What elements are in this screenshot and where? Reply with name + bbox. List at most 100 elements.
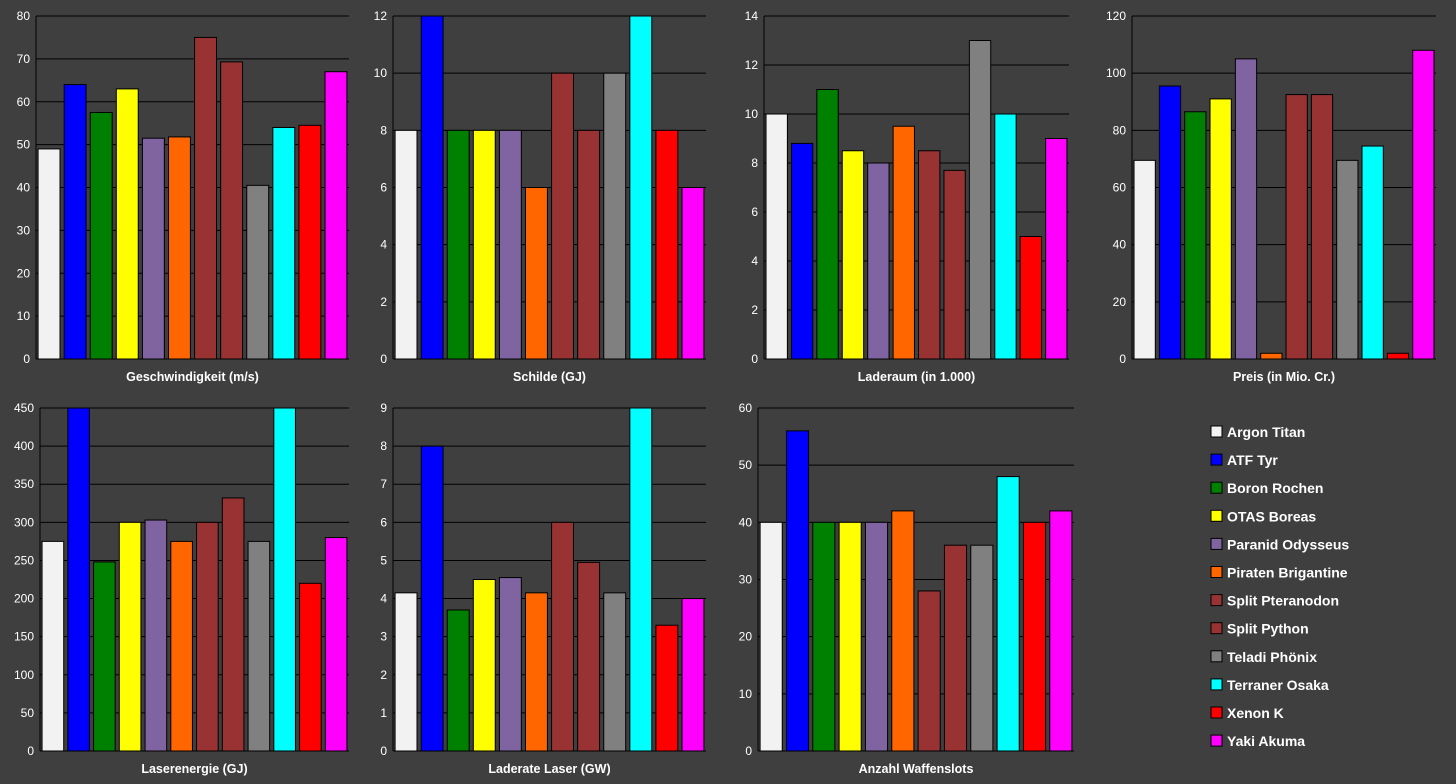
y-tick-label: 80	[1113, 123, 1127, 137]
legend-label-paranid-odysseus: Paranid Odysseus	[1227, 536, 1349, 552]
legend-swatch-split-python	[1210, 622, 1223, 635]
legend-label-piraten-brigantine: Piraten Brigantine	[1227, 565, 1348, 581]
bar-otas-boreas	[1209, 98, 1232, 360]
y-tick-label: 5	[380, 553, 387, 567]
bar-xenon-k	[1386, 352, 1410, 360]
bar-split-pteranodon	[551, 72, 574, 360]
y-tick-label: 4	[380, 238, 387, 252]
bar-yaki-akuma	[1045, 138, 1068, 360]
bar-split-pteranodon	[196, 521, 219, 752]
bar-boron-rochen	[812, 521, 836, 752]
legend-label-terraner-osaka: Terraner Osaka	[1227, 677, 1329, 693]
bar-split-pteranodon	[551, 521, 574, 752]
bar-atf-tyr	[1158, 85, 1182, 360]
bar-paranid-odysseus	[498, 577, 522, 752]
legend-label-xenon-k: Xenon K	[1227, 705, 1284, 721]
y-tick-label: 3	[380, 630, 387, 644]
y-tick-label: 30	[739, 573, 753, 587]
y-tick-label: 0	[23, 352, 30, 366]
bar-split-pteranodon	[917, 590, 941, 752]
y-tick-label: 0	[380, 352, 387, 366]
y-tick-label: 400	[14, 439, 34, 453]
legend-label-yaki-akuma: Yaki Akuma	[1227, 733, 1305, 749]
y-tick-label: 300	[14, 515, 34, 529]
bar-yaki-akuma	[681, 598, 705, 752]
bar-piraten-brigantine	[891, 510, 915, 752]
y-tick-label: 20	[739, 630, 753, 644]
bar-yaki-akuma	[681, 187, 705, 360]
y-tick-label: 9	[380, 401, 387, 415]
legend-label-split-pteranodon: Split Pteranodon	[1227, 593, 1339, 609]
bar-split-python	[221, 497, 245, 752]
bar-atf-tyr	[790, 142, 814, 360]
bar-yaki-akuma	[1412, 49, 1435, 360]
bar-paranid-odysseus	[1234, 58, 1258, 360]
y-tick-label: 10	[374, 66, 388, 80]
y-tick-label: 20	[17, 266, 31, 280]
bar-boron-rochen	[93, 561, 116, 752]
bar-teladi-phoenix	[247, 540, 271, 752]
bar-argon-titan	[41, 540, 65, 752]
y-tick-label: 7	[380, 477, 387, 491]
x-axis-label: Geschwindigkeit (m/s)	[126, 370, 259, 384]
bar-piraten-brigantine	[1260, 352, 1283, 360]
legend-swatch-piraten-brigantine	[1210, 566, 1223, 578]
y-tick-label: 100	[14, 668, 34, 682]
y-tick-label: 0	[751, 352, 758, 366]
bar-argon-titan	[394, 129, 418, 360]
legend-label-otas-boreas: OTAS Boreas	[1227, 508, 1316, 524]
y-tick-label: 60	[17, 95, 31, 109]
bar-boron-rochen	[446, 609, 470, 752]
legend-label-boron-rochen: Boron Rochen	[1227, 480, 1323, 496]
x-axis-label: Laderaum (in 1.000)	[858, 370, 975, 384]
y-tick-label: 10	[745, 107, 759, 121]
bar-boron-rochen	[816, 89, 839, 360]
bar-teladi-phoenix	[968, 40, 992, 360]
y-tick-label: 0	[1119, 352, 1126, 366]
y-tick-label: 0	[27, 744, 34, 758]
y-tick-label: 60	[1113, 181, 1127, 195]
bar-xenon-k	[299, 582, 322, 752]
bar-paranid-odysseus	[141, 137, 165, 360]
bar-terraner-osaka	[629, 407, 653, 752]
bar-teladi-phoenix	[603, 592, 627, 752]
bar-terraner-osaka	[994, 113, 1017, 360]
y-tick-label: 10	[739, 687, 753, 701]
bar-otas-boreas	[472, 129, 496, 360]
y-tick-label: 450	[14, 401, 34, 415]
bar-xenon-k	[1019, 236, 1043, 360]
bar-otas-boreas	[115, 88, 139, 360]
y-tick-label: 6	[380, 181, 387, 195]
bar-split-pteranodon	[194, 36, 217, 360]
bar-atf-tyr	[785, 430, 810, 752]
bar-argon-titan	[37, 148, 61, 360]
y-tick-label: 6	[380, 515, 387, 529]
bar-boron-rochen	[1184, 111, 1207, 360]
bar-xenon-k	[1022, 521, 1047, 752]
y-tick-label: 120	[1106, 9, 1126, 23]
bar-atf-tyr	[63, 84, 87, 360]
chart-anzahl-waffenslots: 0 10 20 30 40 50 60 Anzahl Waffenslots	[739, 401, 1074, 776]
bar-xenon-k	[655, 624, 679, 752]
y-tick-label: 2	[380, 295, 387, 309]
bar-piraten-brigantine	[525, 187, 548, 360]
bar-xenon-k	[298, 124, 322, 360]
bar-teladi-phoenix	[970, 544, 994, 752]
y-tick-label: 10	[17, 309, 31, 323]
y-tick-label: 8	[380, 123, 387, 137]
legend-swatch-xenon-k	[1210, 706, 1223, 719]
bar-paranid-odysseus	[144, 519, 168, 752]
bar-split-pteranodon	[918, 150, 941, 360]
bar-argon-titan	[759, 521, 783, 752]
y-tick-label: 20	[1113, 295, 1127, 309]
bar-split-pteranodon	[1285, 94, 1308, 360]
bar-split-python	[1310, 94, 1334, 360]
x-axis-label: Schilde (GJ)	[513, 370, 586, 384]
bar-argon-titan	[1133, 159, 1156, 360]
y-tick-label: 6	[751, 205, 758, 219]
bar-terraner-osaka	[272, 126, 296, 360]
y-tick-label: 40	[739, 515, 753, 529]
legend-label-atf-tyr: ATF Tyr	[1227, 452, 1278, 468]
y-tick-label: 50	[21, 706, 35, 720]
bar-paranid-odysseus	[498, 129, 522, 360]
